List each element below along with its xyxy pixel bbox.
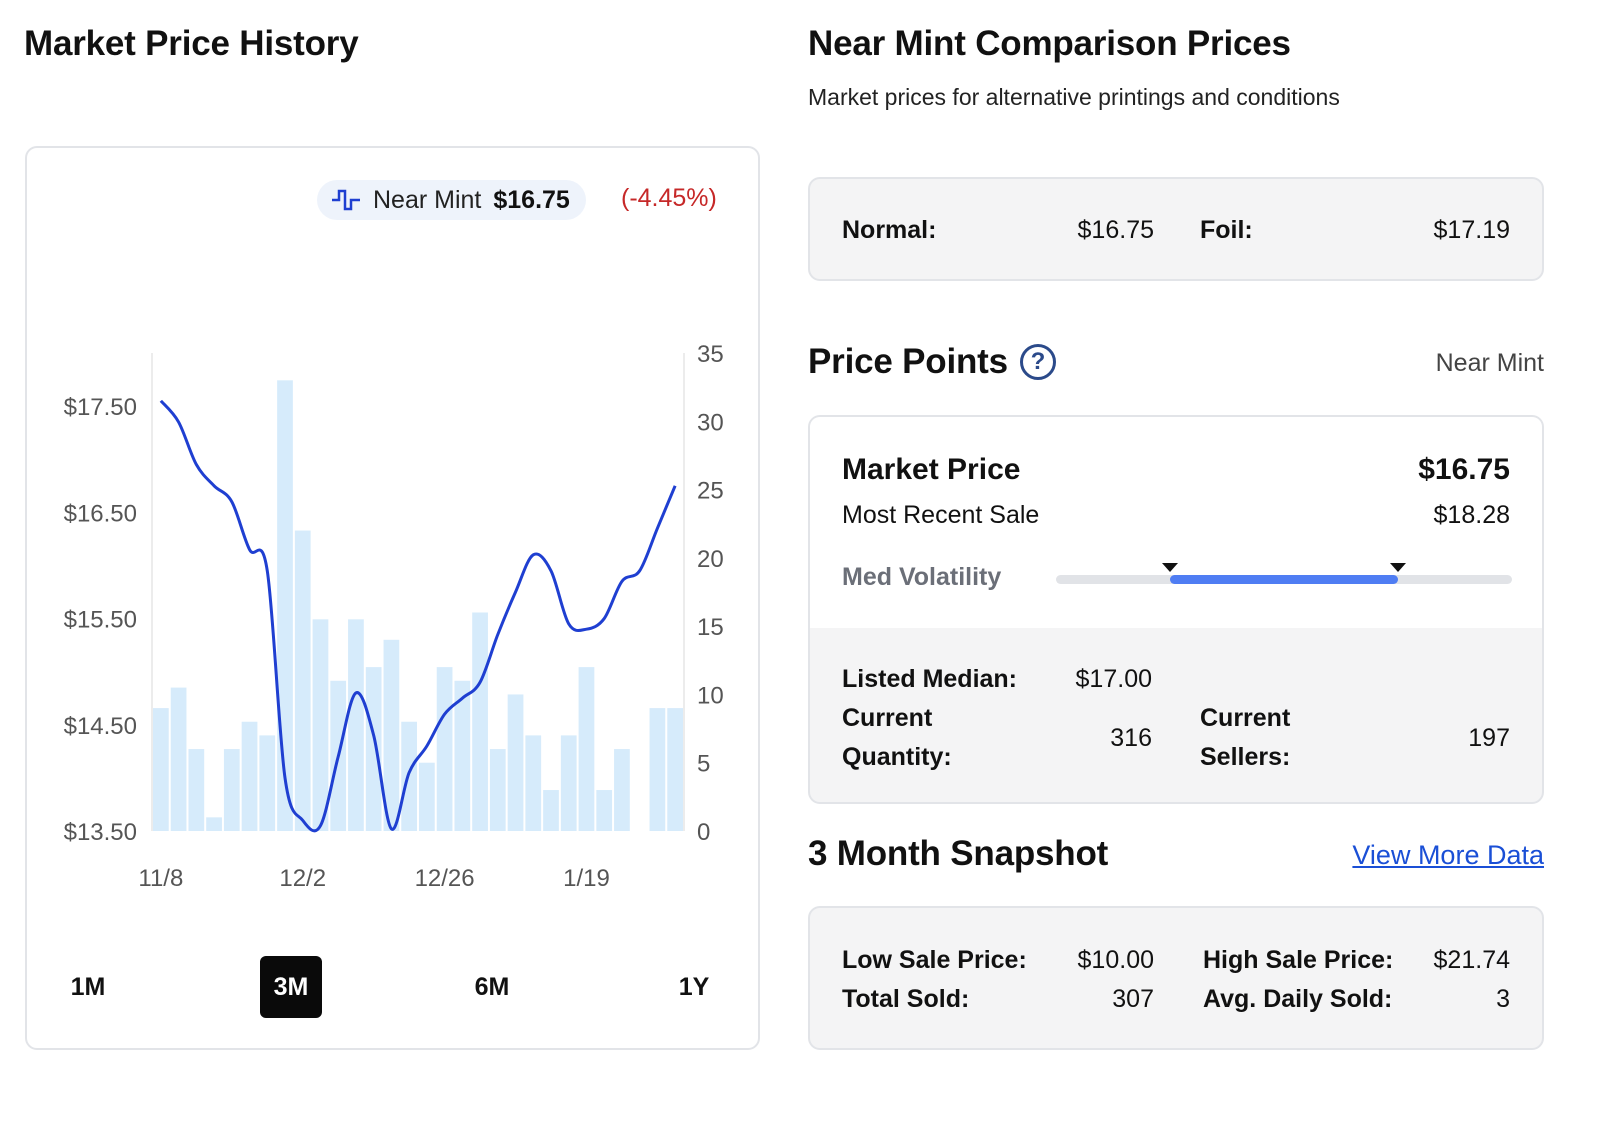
y-right-tick-label: 25 (697, 478, 724, 505)
volume-bar (454, 680, 471, 831)
price-points-box: Market Price $16.75 Most Recent Sale $18… (808, 415, 1544, 804)
x-tick-label: 12/2 (279, 865, 326, 892)
range-3m[interactable]: 3M (260, 956, 322, 1018)
y-right-tick-label: 35 (697, 341, 724, 368)
total-sold-label: Total Sold: (842, 985, 970, 1013)
foil-value: $17.19 (1433, 216, 1510, 244)
range-6m[interactable]: 6M (474, 972, 510, 1001)
y-left-tick-label: $16.50 (64, 500, 137, 527)
price-points-top: Market Price $16.75 Most Recent Sale $18… (810, 417, 1542, 628)
y-right-tick-label: 0 (697, 819, 710, 846)
current-sellers-label: Current Sellers: (1200, 699, 1290, 777)
y-left-tick-label: $14.50 (64, 713, 137, 740)
listed-median-value: $17.00 (1075, 665, 1152, 693)
legend-value: $16.75 (493, 185, 570, 214)
x-tick-label: 12/26 (415, 865, 475, 892)
volume-bar (614, 749, 630, 831)
legend-near-mint[interactable]: Near Mint $16.75 (317, 180, 586, 220)
y-right-tick-label: 10 (697, 682, 724, 709)
condition-label: Near Mint (1435, 349, 1544, 377)
normal-value: $16.75 (1077, 216, 1154, 244)
volatility-marker-low (1162, 563, 1178, 572)
volatility-label: Med Volatility (842, 563, 1002, 591)
recent-sale-value: $18.28 (1433, 501, 1510, 529)
foil-label: Foil: (1200, 216, 1253, 244)
volume-bar (241, 721, 258, 831)
normal-label: Normal: (842, 216, 937, 244)
view-more-data-link[interactable]: View More Data (1352, 840, 1544, 870)
high-sale-value: $21.74 (1433, 946, 1510, 974)
help-icon[interactable]: ? (1020, 344, 1056, 380)
volume-bar (223, 749, 240, 831)
market-price-history-title: Market Price History (24, 24, 359, 63)
volume-bar (436, 667, 453, 831)
volume-bar (153, 708, 169, 831)
line-chart-icon (332, 189, 360, 211)
y-right-tick-label: 5 (697, 751, 710, 778)
current-quantity-label-line1: Current (842, 704, 933, 732)
y-left-tick-label: $13.50 (64, 819, 137, 846)
volume-bar (206, 817, 222, 831)
x-tick-label: 11/8 (138, 865, 183, 892)
volume-bar (525, 735, 542, 831)
y-left-tick-label: $17.50 (64, 394, 137, 421)
current-quantity-value: 316 (1110, 724, 1152, 752)
volume-bar (383, 639, 400, 831)
y-right-tick-label: 30 (697, 409, 724, 436)
price-points-title: Price Points (808, 342, 1008, 381)
range-1m[interactable]: 1M (70, 972, 106, 1001)
volume-bar (649, 708, 666, 831)
recent-sale-label: Most Recent Sale (842, 501, 1040, 529)
x-tick-label: 1/19 (563, 865, 610, 892)
volume-bar (472, 612, 488, 831)
snapshot-box: Low Sale Price: $10.00 High Sale Price: … (808, 906, 1544, 1050)
volume-bar (489, 749, 506, 831)
legend-label: Near Mint (373, 185, 482, 214)
current-sellers-value: 197 (1468, 724, 1510, 752)
y-left-tick-label: $15.50 (64, 607, 137, 634)
price-change-percent: (-4.45%) (621, 184, 717, 212)
volatility-fill (1170, 575, 1398, 584)
y-right-tick-label: 20 (697, 546, 724, 573)
price-line (159, 399, 677, 833)
volume-bar (348, 619, 364, 831)
high-sale-label: High Sale Price: (1203, 946, 1394, 974)
volume-bar (560, 735, 577, 831)
comparison-subtitle: Market prices for alternative printings … (808, 84, 1340, 110)
market-price-value: $16.75 (1418, 453, 1510, 486)
avg-daily-sold-value: 3 (1496, 985, 1510, 1013)
volatility-marker-high (1390, 563, 1406, 572)
total-sold-value: 307 (1112, 985, 1154, 1013)
y-right-tick-label: 15 (697, 614, 724, 641)
current-quantity-label-line2: Quantity: (842, 743, 952, 771)
volume-bar (170, 687, 187, 831)
range-1y[interactable]: 1Y (678, 972, 710, 1001)
market-price-label: Market Price (842, 453, 1021, 486)
low-sale-label: Low Sale Price: (842, 946, 1027, 974)
volume-bar (667, 708, 683, 831)
listed-median-label: Listed Median: (842, 665, 1018, 693)
volume-bar (419, 762, 435, 831)
current-sellers-label-line2: Sellers: (1200, 743, 1291, 771)
volume-bar (507, 694, 524, 831)
low-sale-value: $10.00 (1077, 946, 1154, 974)
volume-bar (365, 667, 382, 831)
comparison-prices-title: Near Mint Comparison Prices (808, 24, 1291, 63)
volume-bar (188, 749, 205, 831)
volume-bar (543, 790, 559, 831)
printing-prices-box: Normal: $16.75 Foil: $17.19 (808, 177, 1544, 281)
price-chart-card: Near Mint $16.75 (-4.45%) $17.50 $16.50 $1… (25, 146, 760, 1050)
current-quantity-label: Current Quantity: (842, 699, 952, 777)
volume-bar (294, 530, 311, 831)
volume-bar (259, 735, 276, 831)
volume-bar (277, 380, 293, 831)
avg-daily-sold-label: Avg. Daily Sold: (1203, 985, 1393, 1013)
current-sellers-label-line1: Current (1200, 704, 1291, 732)
price-volume-chart: $17.50 $16.50 $15.50 $14.50 $13.50 35 30 25 20 15… (64, 341, 724, 892)
volume-bar (312, 619, 329, 831)
volatility-track (1056, 563, 1512, 584)
snapshot-title: 3 Month Snapshot (808, 834, 1109, 873)
volume-bar (596, 790, 613, 831)
volume-bar (578, 667, 595, 831)
